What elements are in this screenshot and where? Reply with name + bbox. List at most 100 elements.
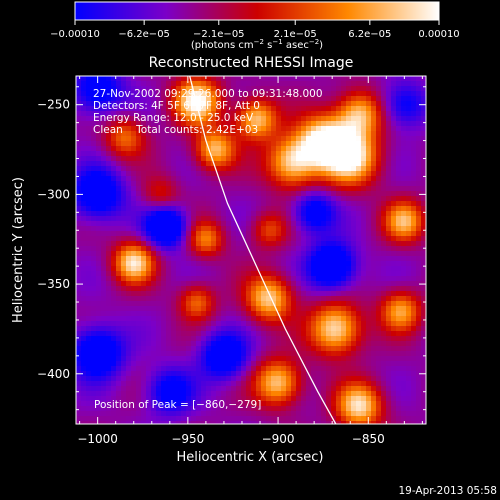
heatmap-cell [266, 221, 272, 227]
heatmap-cell [346, 411, 352, 417]
heatmap-cell [361, 151, 367, 157]
heatmap-cell [291, 201, 297, 207]
heatmap-cell [271, 361, 277, 367]
heatmap-cell [161, 386, 167, 392]
heatmap-cell [356, 206, 362, 212]
heatmap-cell [231, 361, 237, 367]
heatmap-cell [161, 271, 167, 277]
heatmap-cell [351, 331, 357, 337]
heatmap-cell [91, 166, 97, 172]
heatmap-cell [101, 101, 107, 107]
heatmap-cell [96, 131, 102, 137]
heatmap-cell [76, 326, 82, 332]
heatmap-cell [221, 211, 227, 217]
heatmap-cell [101, 376, 107, 382]
heatmap-cell [161, 101, 167, 107]
heatmap-cell [146, 81, 152, 87]
heatmap-cell [81, 121, 87, 127]
heatmap-cell [116, 136, 122, 142]
heatmap-cell [216, 216, 222, 222]
heatmap-cell [311, 316, 317, 322]
heatmap-cell [181, 96, 187, 102]
heatmap-cell [106, 86, 112, 92]
heatmap-cell [181, 201, 187, 207]
heatmap-cell [201, 286, 207, 292]
heatmap-cell [291, 376, 297, 382]
heatmap-cell [316, 171, 322, 177]
heatmap-cell [406, 391, 412, 397]
heatmap-cell [111, 231, 117, 237]
heatmap-cell [346, 311, 352, 317]
heatmap-cell [106, 346, 112, 352]
heatmap-cell [106, 261, 112, 267]
heatmap-cell [141, 146, 147, 152]
heatmap-cell [291, 156, 297, 162]
heatmap-cell [381, 346, 387, 352]
heatmap-cell [351, 76, 357, 82]
heatmap-cell [366, 316, 372, 322]
heatmap-cell [116, 91, 122, 97]
heatmap-cell [326, 196, 332, 202]
heatmap-cell [361, 191, 367, 197]
heatmap-cell [416, 416, 422, 422]
heatmap-cell [301, 281, 307, 287]
heatmap-cell [166, 376, 172, 382]
heatmap-cell [356, 341, 362, 347]
heatmap-cell [401, 166, 407, 172]
heatmap-cell [171, 191, 177, 197]
heatmap-cell [421, 356, 426, 362]
heatmap-cell [416, 281, 422, 287]
heatmap-cell [306, 391, 312, 397]
heatmap-cell [301, 271, 307, 277]
heatmap-cell [246, 351, 252, 357]
heatmap-cell [256, 121, 262, 127]
heatmap-cell [131, 376, 137, 382]
heatmap-cell [226, 256, 232, 262]
heatmap-cell [186, 211, 192, 217]
heatmap-cell [181, 106, 187, 112]
heatmap-cell [261, 291, 267, 297]
heatmap-cell [311, 326, 317, 332]
heatmap-cell [316, 176, 322, 182]
heatmap-cell [366, 216, 372, 222]
heatmap-cell [346, 166, 352, 172]
heatmap-cell [171, 351, 177, 357]
heatmap-cell [321, 241, 327, 247]
heatmap-cell [311, 311, 317, 317]
heatmap-cell [371, 131, 377, 137]
heatmap-cell [296, 291, 302, 297]
heatmap-cell [216, 236, 222, 242]
heatmap-cell [136, 416, 142, 422]
heatmap-cell [231, 111, 237, 117]
heatmap-cell [371, 376, 377, 382]
heatmap-cell [81, 331, 87, 337]
heatmap-cell [141, 311, 147, 317]
heatmap-cell [391, 401, 397, 407]
heatmap-cell [366, 206, 372, 212]
heatmap-cell [286, 306, 292, 312]
heatmap-cell [186, 116, 192, 122]
heatmap-cell [146, 161, 152, 167]
heatmap-cell [336, 336, 342, 342]
heatmap-cell [401, 411, 407, 417]
heatmap-cell [341, 396, 347, 402]
heatmap-cell [171, 326, 177, 332]
heatmap-cell [276, 81, 282, 87]
heatmap-cell [266, 241, 272, 247]
heatmap-cell [186, 421, 192, 424]
heatmap-cell [111, 311, 117, 317]
heatmap-cell [121, 406, 127, 412]
heatmap-cell [121, 366, 127, 372]
heatmap-cell [321, 106, 327, 112]
heatmap-cell [386, 216, 392, 222]
heatmap-cell [326, 241, 332, 247]
heatmap-cell [226, 191, 232, 197]
heatmap-cell [206, 336, 212, 342]
heatmap-cell [371, 386, 377, 392]
heatmap-cell [116, 371, 122, 377]
heatmap-cell [361, 341, 367, 347]
heatmap-cell [171, 336, 177, 342]
heatmap-cell [246, 281, 252, 287]
heatmap-cell [266, 186, 272, 192]
heatmap-cell [371, 336, 377, 342]
